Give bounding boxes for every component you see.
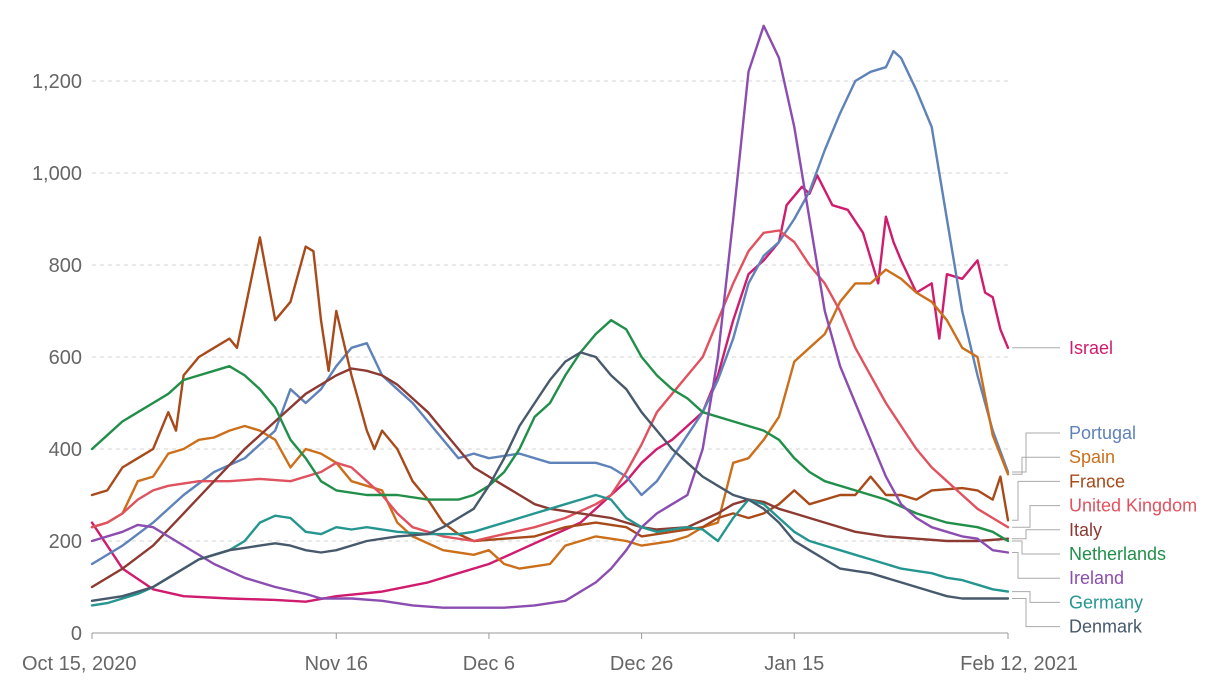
series-line-denmark xyxy=(90,351,1010,602)
series-label-france: France xyxy=(1069,471,1125,491)
series-line-israel xyxy=(90,174,1010,603)
series-line-ireland xyxy=(90,24,1010,609)
label-leader-germany xyxy=(1012,591,1060,603)
y-tick-label: 1,000 xyxy=(32,163,82,185)
label-leader-spain xyxy=(1012,456,1060,475)
series-line-netherlands xyxy=(90,319,1010,543)
series-line-united-kingdom xyxy=(90,229,1010,543)
series-label-denmark: Denmark xyxy=(1069,617,1143,637)
label-leader-denmark xyxy=(1012,598,1060,628)
y-tick-label: 1,200 xyxy=(32,71,82,93)
y-tick-label: 800 xyxy=(49,255,82,277)
y-tick-label: 0 xyxy=(71,623,82,645)
series-label-israel: Israel xyxy=(1069,338,1113,358)
series-label-spain: Spain xyxy=(1069,447,1115,467)
gridlines xyxy=(92,80,1008,542)
label-leader-ireland xyxy=(1012,552,1060,579)
y-tick-label: 400 xyxy=(49,439,82,461)
y-tick-label: 600 xyxy=(49,347,82,369)
label-leader-united-kingdom xyxy=(1012,505,1060,528)
series-line-spain xyxy=(90,268,1010,570)
label-leader-france xyxy=(1012,480,1060,521)
label-leader-portugal xyxy=(1012,432,1060,473)
x-tick-label: Jan 15 xyxy=(764,653,824,675)
y-tick-label: 200 xyxy=(49,531,82,553)
series-label-germany: Germany xyxy=(1069,592,1143,612)
axes: 0 200 400 600 800 1,000 1,200 Oct 15, 2020 Nov 1… xyxy=(22,71,1078,675)
series-label-italy: Italy xyxy=(1069,520,1102,540)
x-tick-label: Dec 6 xyxy=(463,653,515,675)
x-tick-label: Oct 15, 2020 xyxy=(22,653,137,675)
series-line-portugal xyxy=(90,49,1010,566)
series-label-ireland: Ireland xyxy=(1069,568,1124,588)
series-line-germany xyxy=(90,493,1010,607)
series-label-netherlands: Netherlands xyxy=(1069,544,1166,564)
x-tick-label: Dec 26 xyxy=(610,653,673,675)
label-leader-italy xyxy=(1012,529,1060,540)
x-tick-label: Feb 12, 2021 xyxy=(960,653,1078,675)
series-labels: Israel Portugal Spain France United Kingdom I… xyxy=(1012,338,1197,637)
x-tick-label: Nov 16 xyxy=(305,653,368,675)
series-label-portugal: Portugal xyxy=(1069,423,1136,443)
series-label-united-kingdom: United Kingdom xyxy=(1069,496,1197,516)
series-lines xyxy=(90,24,1010,609)
label-leader-netherlands xyxy=(1012,540,1060,555)
series-line-italy xyxy=(90,367,1010,589)
